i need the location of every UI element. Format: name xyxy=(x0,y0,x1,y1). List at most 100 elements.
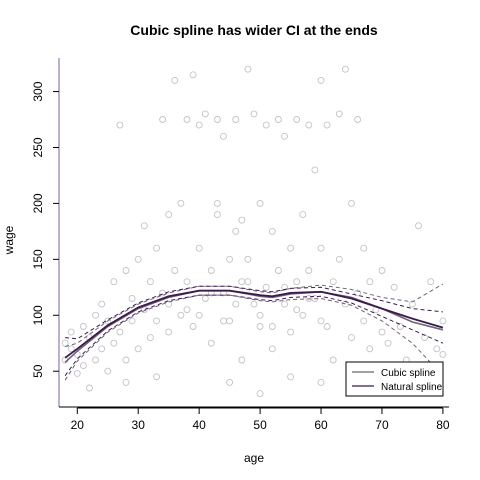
data-point xyxy=(408,300,416,308)
data-point xyxy=(348,334,355,342)
data-point xyxy=(128,317,136,325)
x-tick-label: 50 xyxy=(253,418,267,432)
data-point xyxy=(232,227,240,235)
data-point xyxy=(293,278,301,286)
scatter-points xyxy=(61,65,447,398)
data-point xyxy=(238,216,246,224)
data-point xyxy=(256,311,264,319)
data-point xyxy=(92,311,100,319)
data-point xyxy=(104,367,112,375)
data-point xyxy=(256,199,264,207)
data-point xyxy=(311,166,319,174)
data-point xyxy=(281,132,288,140)
cubic-upper-ci xyxy=(64,283,444,348)
data-point xyxy=(335,255,343,263)
data-point xyxy=(73,369,81,377)
data-point xyxy=(86,384,93,392)
data-point xyxy=(140,222,148,230)
data-point xyxy=(433,345,441,353)
data-point xyxy=(421,334,429,342)
data-point xyxy=(323,121,331,129)
data-point xyxy=(146,334,154,342)
x-tick-label: 20 xyxy=(71,418,85,432)
data-point xyxy=(207,339,215,347)
chart-title: Cubic spline has wider CI at the ends xyxy=(130,22,378,38)
data-point xyxy=(232,116,240,123)
data-point xyxy=(274,267,282,274)
natural-fit-line xyxy=(64,289,444,359)
data-point xyxy=(116,328,124,336)
data-point xyxy=(317,378,325,386)
data-point xyxy=(98,300,106,308)
data-point xyxy=(293,306,301,314)
data-point xyxy=(341,65,349,73)
data-point xyxy=(171,267,179,274)
data-point xyxy=(165,300,173,308)
data-point xyxy=(110,339,118,347)
data-point xyxy=(213,199,221,207)
data-point xyxy=(146,278,154,286)
data-point xyxy=(220,132,227,140)
data-point xyxy=(439,317,447,325)
data-point xyxy=(244,278,252,286)
y-tick-label: 150 xyxy=(31,249,45,269)
natural-upper-ci xyxy=(65,285,443,340)
data-point xyxy=(299,211,307,219)
data-point xyxy=(92,356,100,364)
y-tick-label: 100 xyxy=(31,305,45,325)
y-axis-label: wage xyxy=(2,225,16,255)
data-point xyxy=(244,255,252,263)
data-point xyxy=(226,317,234,325)
data-point xyxy=(348,199,355,207)
data-point xyxy=(165,211,173,219)
data-point xyxy=(195,311,203,319)
data-point xyxy=(226,378,234,386)
data-point xyxy=(116,121,124,129)
x-axis-label: age xyxy=(244,451,264,465)
data-point xyxy=(366,278,374,286)
data-point xyxy=(281,300,288,308)
data-point xyxy=(122,267,130,274)
data-point xyxy=(360,317,368,325)
data-point xyxy=(220,317,227,325)
natural-lower-ci xyxy=(64,294,444,376)
data-point xyxy=(415,222,422,230)
data-point xyxy=(268,323,276,330)
data-point xyxy=(262,283,270,291)
data-point xyxy=(293,116,301,123)
legend-box xyxy=(345,361,444,397)
data-point xyxy=(287,373,295,381)
data-point xyxy=(366,345,374,353)
data-point xyxy=(134,255,142,263)
x-tick-label: 30 xyxy=(132,418,146,432)
data-point xyxy=(159,116,167,123)
data-point xyxy=(244,65,252,73)
data-point xyxy=(189,323,197,330)
data-point xyxy=(61,339,69,347)
data-point xyxy=(317,317,325,325)
data-point xyxy=(79,323,87,330)
data-point xyxy=(183,116,191,123)
data-point xyxy=(396,323,404,330)
data-point xyxy=(238,356,246,364)
data-point xyxy=(317,76,325,84)
data-point xyxy=(165,328,173,336)
data-point xyxy=(195,244,203,252)
y-tick-label: 300 xyxy=(31,81,45,101)
data-point xyxy=(201,295,209,302)
data-point xyxy=(384,339,392,347)
spline-lines xyxy=(64,283,444,381)
data-point xyxy=(256,323,264,330)
axes: 20 30 40 50 60 70 80 50 100 150 200 250 300 xyxy=(31,58,450,432)
data-point xyxy=(153,373,160,381)
data-point xyxy=(281,283,288,291)
data-point xyxy=(79,362,87,370)
x-tick-label: 70 xyxy=(375,418,389,432)
data-point xyxy=(390,283,398,291)
data-point xyxy=(201,110,209,118)
data-point xyxy=(232,300,240,308)
data-point xyxy=(195,121,203,129)
data-point xyxy=(98,345,106,353)
data-point xyxy=(67,328,75,336)
data-point xyxy=(153,317,160,325)
